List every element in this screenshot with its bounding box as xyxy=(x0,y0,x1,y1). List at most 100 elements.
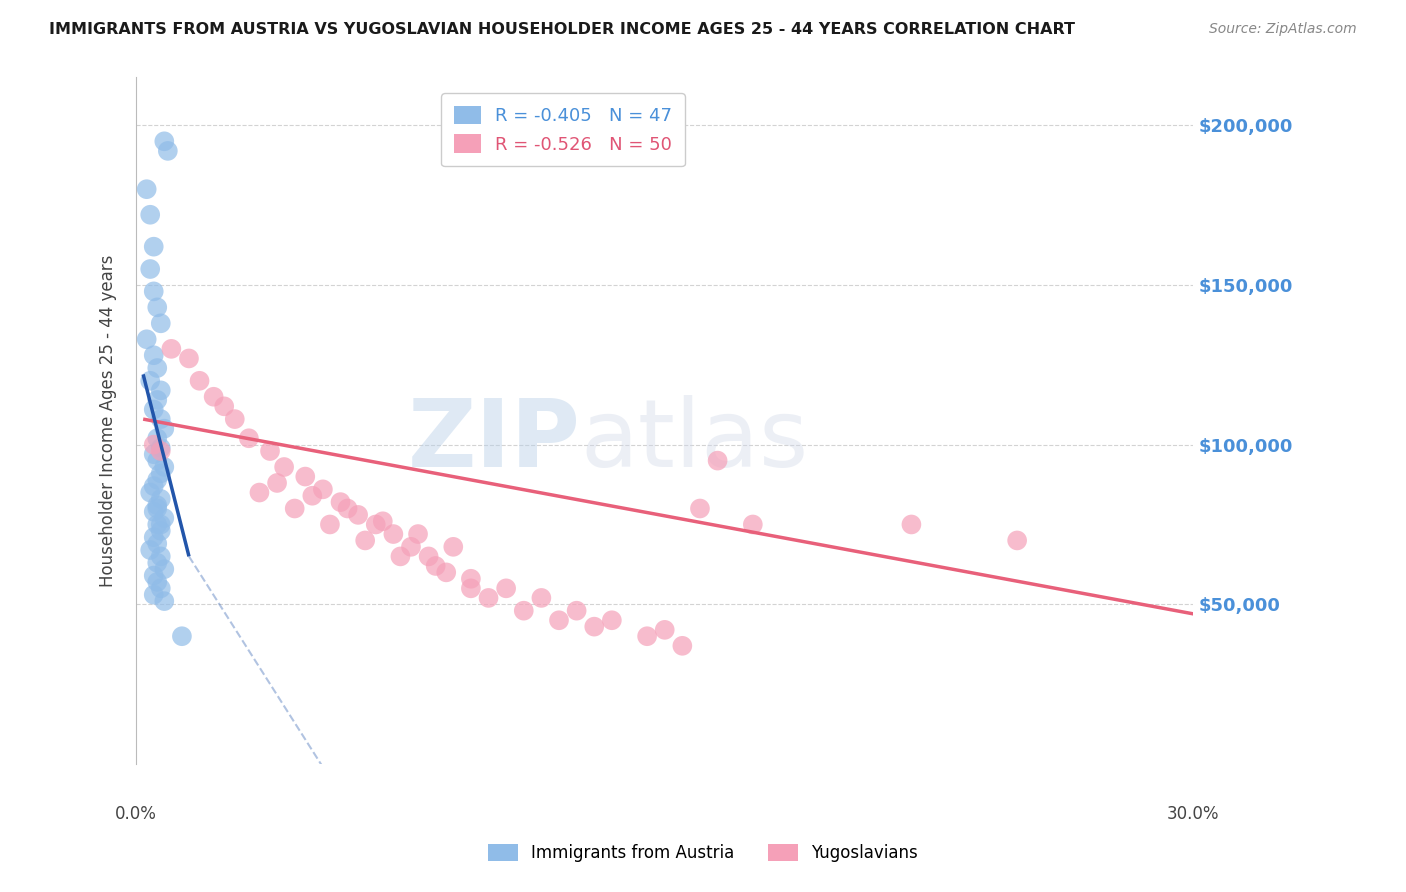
Point xyxy=(153,562,176,576)
Point xyxy=(654,623,676,637)
Point xyxy=(354,533,377,548)
Text: atlas: atlas xyxy=(581,395,808,487)
Point xyxy=(259,444,281,458)
Point xyxy=(149,316,172,330)
Point xyxy=(142,479,165,493)
Point xyxy=(146,501,169,516)
Point xyxy=(371,514,394,528)
Point xyxy=(149,412,172,426)
Point xyxy=(146,556,169,570)
Point xyxy=(706,453,728,467)
Point xyxy=(146,361,169,376)
Point xyxy=(149,384,172,398)
Point xyxy=(146,453,169,467)
Point xyxy=(477,591,499,605)
Point xyxy=(319,517,342,532)
Text: ZIP: ZIP xyxy=(408,395,581,487)
Point xyxy=(336,501,359,516)
Point xyxy=(600,613,623,627)
Point xyxy=(425,559,447,574)
Point xyxy=(188,374,211,388)
Text: 0.0%: 0.0% xyxy=(115,805,157,823)
Point xyxy=(142,530,165,544)
Point xyxy=(364,517,387,532)
Point xyxy=(312,483,335,497)
Point xyxy=(139,485,162,500)
Point xyxy=(565,604,588,618)
Point xyxy=(224,412,246,426)
Point xyxy=(149,524,172,538)
Point xyxy=(900,517,922,532)
Text: IMMIGRANTS FROM AUSTRIA VS YUGOSLAVIAN HOUSEHOLDER INCOME AGES 25 - 44 YEARS COR: IMMIGRANTS FROM AUSTRIA VS YUGOSLAVIAN H… xyxy=(49,22,1076,37)
Point xyxy=(139,208,162,222)
Point xyxy=(153,422,176,436)
Point xyxy=(513,604,536,618)
Point xyxy=(139,262,162,277)
Point xyxy=(530,591,553,605)
Point xyxy=(212,400,235,414)
Point xyxy=(146,431,169,445)
Point xyxy=(153,460,176,475)
Point xyxy=(202,390,225,404)
Point xyxy=(146,498,169,512)
Point xyxy=(149,517,172,532)
Point xyxy=(399,540,422,554)
Point xyxy=(153,134,176,148)
Point xyxy=(689,501,711,516)
Point xyxy=(146,536,169,550)
Point xyxy=(301,489,323,503)
Point xyxy=(149,582,172,596)
Point xyxy=(142,505,165,519)
Point xyxy=(149,549,172,564)
Point xyxy=(434,566,457,580)
Point xyxy=(347,508,370,522)
Point xyxy=(583,620,606,634)
Legend: R = -0.405   N = 47, R = -0.526   N = 50: R = -0.405 N = 47, R = -0.526 N = 50 xyxy=(441,94,685,166)
Point xyxy=(135,332,157,346)
Point xyxy=(382,527,405,541)
Point xyxy=(671,639,693,653)
Point xyxy=(139,374,162,388)
Point xyxy=(741,517,763,532)
Point xyxy=(249,485,271,500)
Point xyxy=(142,568,165,582)
Point xyxy=(153,594,176,608)
Point xyxy=(170,629,193,643)
Point xyxy=(273,460,295,475)
Point xyxy=(139,543,162,558)
Point xyxy=(548,613,571,627)
Point xyxy=(135,182,157,196)
Point xyxy=(284,501,307,516)
Point xyxy=(149,491,172,506)
Point xyxy=(146,574,169,589)
Point xyxy=(153,511,176,525)
Point xyxy=(636,629,658,643)
Point xyxy=(142,437,165,451)
Point xyxy=(146,392,169,407)
Text: 30.0%: 30.0% xyxy=(1167,805,1219,823)
Point xyxy=(142,348,165,362)
Point xyxy=(142,402,165,417)
Legend: Immigrants from Austria, Yugoslavians: Immigrants from Austria, Yugoslavians xyxy=(479,836,927,871)
Point xyxy=(406,527,429,541)
Point xyxy=(146,517,169,532)
Point xyxy=(418,549,440,564)
Point xyxy=(177,351,200,366)
Point xyxy=(460,582,482,596)
Point xyxy=(160,342,183,356)
Text: Source: ZipAtlas.com: Source: ZipAtlas.com xyxy=(1209,22,1357,37)
Point xyxy=(441,540,464,554)
Point xyxy=(146,473,169,487)
Point xyxy=(460,572,482,586)
Point xyxy=(238,431,260,445)
Point xyxy=(266,475,288,490)
Point xyxy=(142,588,165,602)
Point xyxy=(149,467,172,481)
Point xyxy=(146,301,169,315)
Y-axis label: Householder Income Ages 25 - 44 years: Householder Income Ages 25 - 44 years xyxy=(100,254,117,587)
Point xyxy=(1005,533,1028,548)
Point xyxy=(142,285,165,299)
Point xyxy=(294,469,316,483)
Point xyxy=(156,144,179,158)
Point xyxy=(149,444,172,458)
